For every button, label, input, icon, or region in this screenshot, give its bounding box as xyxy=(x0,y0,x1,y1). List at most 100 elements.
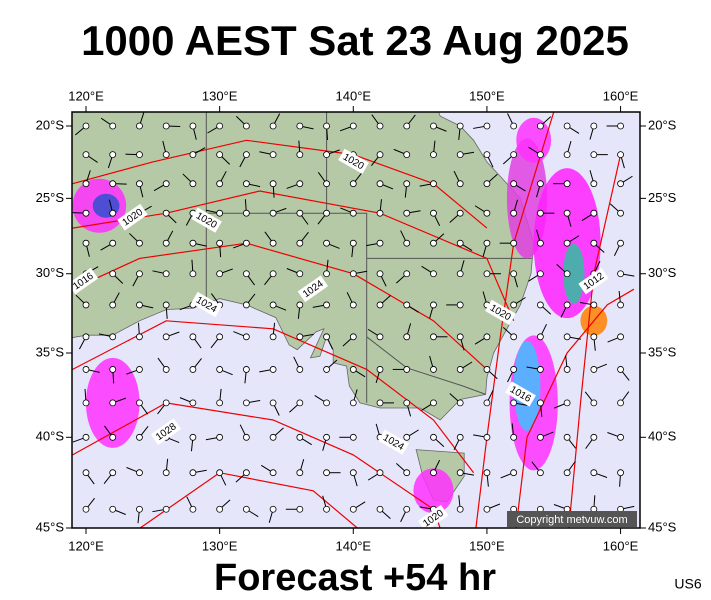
wind-station xyxy=(483,433,491,441)
model-code: US6 xyxy=(674,576,701,592)
wind-station xyxy=(536,366,544,373)
wind-station xyxy=(82,433,90,441)
wind-station xyxy=(269,122,277,130)
wind-station xyxy=(483,122,491,130)
wind-station xyxy=(242,270,250,278)
wind-station xyxy=(456,122,464,130)
wind-station xyxy=(403,469,411,477)
lat-tick-label: 25°S xyxy=(648,190,677,205)
lat-tick-label: 35°S xyxy=(36,344,65,359)
isobar-label-box xyxy=(505,381,536,407)
wind-station xyxy=(590,151,598,159)
wind-station xyxy=(189,270,197,278)
wind-station xyxy=(189,333,197,341)
lat-tick-label: 40°S xyxy=(648,429,677,444)
wind-station xyxy=(376,239,384,247)
wind-station xyxy=(349,433,357,441)
map-frame xyxy=(71,111,641,529)
wind-station xyxy=(536,122,544,130)
wind-station xyxy=(269,469,277,477)
wind-station xyxy=(403,301,411,309)
wind-station xyxy=(242,301,250,309)
wind-station xyxy=(563,333,571,341)
wind-station xyxy=(109,399,117,407)
wind-station xyxy=(189,239,197,247)
wind-station xyxy=(109,505,117,513)
wind-station xyxy=(590,301,598,309)
wind-station xyxy=(136,399,143,407)
wind-station xyxy=(349,366,357,373)
wind-station xyxy=(536,270,544,278)
wind-station xyxy=(483,239,491,247)
wind-station xyxy=(483,151,491,159)
lat-tick-label: 40°S xyxy=(36,429,65,444)
wind-station xyxy=(483,399,491,407)
wind-station xyxy=(617,433,624,441)
lon-tick-label: 160°E xyxy=(603,88,639,103)
wind-station xyxy=(403,122,411,130)
wind-station xyxy=(82,122,90,130)
wind-station xyxy=(162,469,170,477)
isobar-label-box xyxy=(72,267,99,295)
lat-tick-label: 20°S xyxy=(648,117,677,132)
wind-station xyxy=(617,239,624,247)
wind-station xyxy=(296,433,304,441)
wind-station xyxy=(590,469,598,477)
wind-station xyxy=(403,366,411,373)
wind-station xyxy=(296,399,304,407)
wind-station xyxy=(536,399,544,407)
wind-station xyxy=(216,209,224,217)
wind-station xyxy=(296,270,304,278)
wind-station xyxy=(403,270,411,278)
wind-station xyxy=(376,180,384,188)
isobar xyxy=(515,288,635,528)
wind-station xyxy=(510,122,518,130)
wind-station xyxy=(536,301,544,309)
wind-station xyxy=(430,180,437,188)
wind-station xyxy=(403,209,411,217)
wind-station xyxy=(82,151,90,159)
wind-station xyxy=(403,433,411,441)
wind-station xyxy=(590,333,598,341)
wind-station xyxy=(590,180,598,188)
wind-station xyxy=(82,209,90,217)
wind-station xyxy=(483,505,491,513)
wind-station xyxy=(456,399,464,407)
wind-station xyxy=(82,333,90,341)
wind-station xyxy=(242,399,250,407)
wind-station xyxy=(376,333,384,341)
wind-station xyxy=(216,469,224,477)
isobar-label-box xyxy=(578,267,609,295)
wind-station xyxy=(136,366,143,373)
wind-station xyxy=(376,399,384,407)
wind-station xyxy=(216,333,224,341)
wind-station xyxy=(483,333,491,341)
wind-station xyxy=(349,399,357,407)
wind-station xyxy=(269,333,277,341)
wind-station xyxy=(189,399,197,407)
wind-station xyxy=(323,433,330,441)
wind-station xyxy=(483,180,491,188)
wind-station xyxy=(376,270,384,278)
wind-station xyxy=(136,433,143,441)
wind-station xyxy=(216,366,224,373)
wind-station xyxy=(510,433,518,441)
wind-station xyxy=(349,469,357,477)
wind-station xyxy=(216,505,224,513)
wind-station xyxy=(510,270,518,278)
forecast-label: Forecast +54 hr xyxy=(214,557,496,599)
wind-station xyxy=(430,366,437,373)
wind-station xyxy=(109,122,117,130)
wind-station xyxy=(617,180,624,188)
wind-station xyxy=(483,366,491,373)
wind-station xyxy=(242,333,250,341)
wind-station xyxy=(510,469,518,477)
wind-station xyxy=(269,366,277,373)
wind-station xyxy=(430,122,437,130)
wind-station xyxy=(323,333,330,341)
wind-station xyxy=(296,301,304,309)
wind-station xyxy=(456,239,464,247)
wind-station xyxy=(269,209,277,217)
isobar xyxy=(475,112,555,528)
